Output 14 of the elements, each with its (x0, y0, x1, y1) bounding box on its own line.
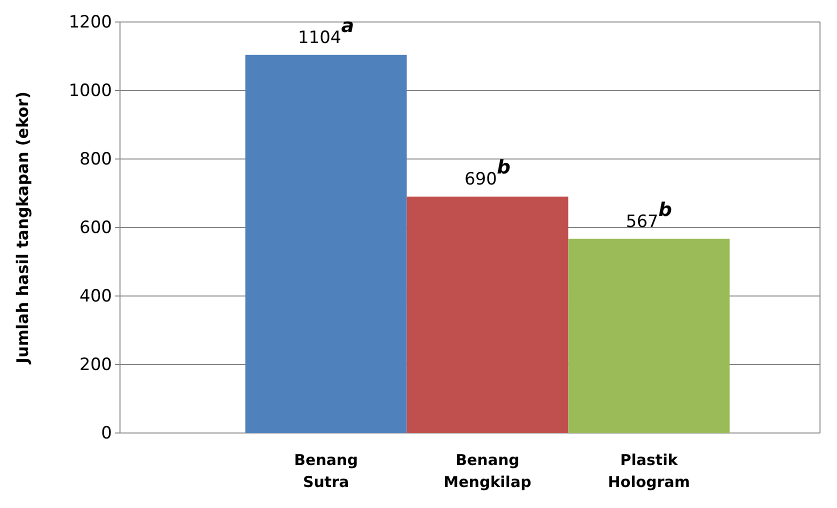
y-tick-label: 600 (80, 218, 112, 238)
y-tick-label: 1000 (68, 80, 112, 101)
bar (568, 238, 730, 433)
x-tick-label: Benang Sutra (294, 451, 358, 491)
y-tick-label: 1200 (68, 12, 112, 32)
y-tick-label: 0 (101, 423, 112, 444)
x-tick-label: Benang Mengkilap (444, 451, 532, 491)
y-tick-label: 800 (80, 149, 112, 170)
y-tick-label: 200 (80, 354, 112, 375)
x-tick-label: Plastik Hologram (608, 451, 690, 491)
y-axis-title: Jumlah hasil tangkapan (ekor) (13, 91, 32, 365)
bar (245, 54, 407, 433)
bar (406, 196, 568, 433)
y-tick-label: 400 (80, 286, 112, 306)
